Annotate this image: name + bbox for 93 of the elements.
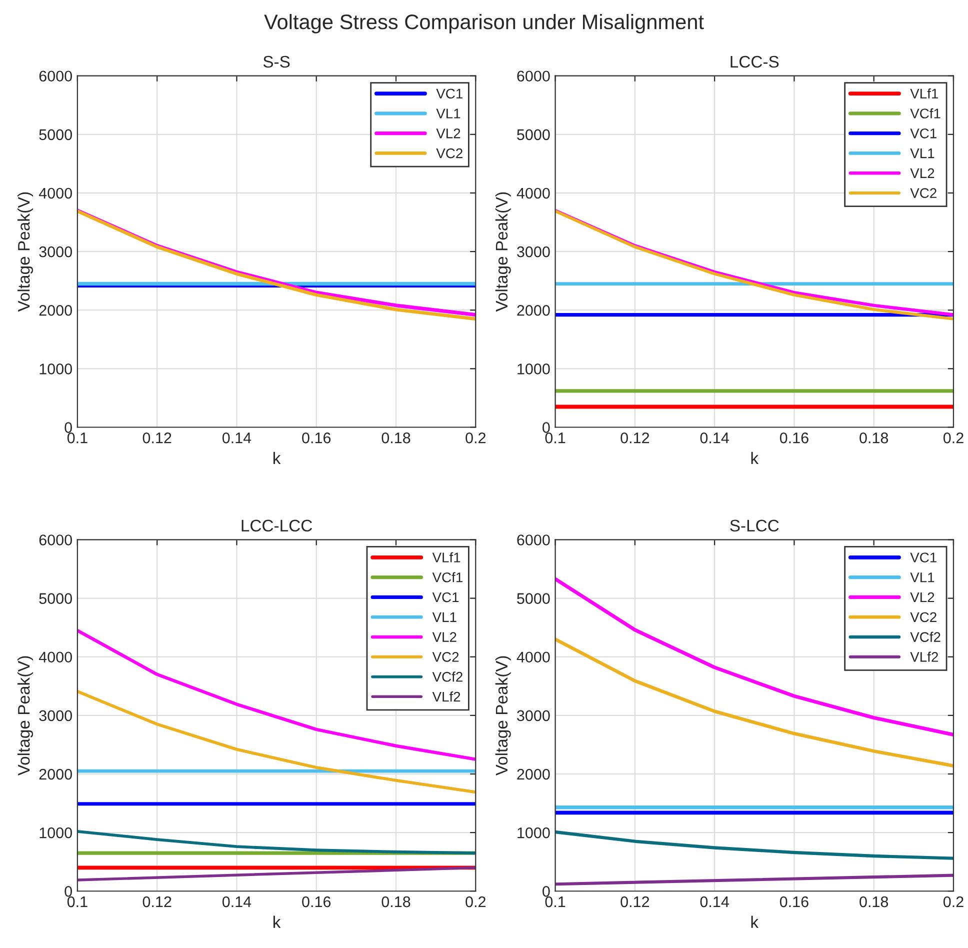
y-tick-label: 4000 <box>38 652 72 663</box>
y-tick-label: 5000 <box>517 593 550 604</box>
y-tick-label: 0 <box>64 886 72 897</box>
x-tick-label: 0.2 <box>943 432 964 444</box>
legend-label: VC2 <box>910 188 936 198</box>
line-series <box>77 830 476 854</box>
legend-label: VLf2 <box>432 691 460 702</box>
x-axis-title: k <box>273 916 281 928</box>
x-tick-label: 0.14 <box>700 432 729 444</box>
legend-label: VL1 <box>432 612 456 622</box>
legend-label: VC1 <box>910 128 936 138</box>
y-tick-label: 0 <box>542 886 550 897</box>
legend-label: VL2 <box>436 128 460 138</box>
x-tick-label: 0.1 <box>67 896 88 908</box>
y-tick-label: 6000 <box>39 70 72 82</box>
legend-label: VC1 <box>432 592 459 602</box>
x-tick-label: 0.1 <box>67 432 88 444</box>
chart-title: LCC-LCC <box>242 520 312 532</box>
legend-label: VC1 <box>436 88 462 99</box>
y-tick-label: 3000 <box>39 246 72 258</box>
chart-title: S-S <box>263 56 290 68</box>
y-tick-label: 1000 <box>518 827 550 838</box>
legend-label: VC2 <box>436 148 462 158</box>
x-tick-label: 0.2 <box>943 896 964 908</box>
y-tick-label: 5000 <box>39 129 72 140</box>
y-tick-label: 2000 <box>39 768 72 780</box>
y-tick-label: 6000 <box>517 534 550 546</box>
chart-title: LCC-S <box>730 56 779 68</box>
y-tick-label: 0 <box>64 422 72 433</box>
y-tick-label: 4000 <box>516 188 550 199</box>
y-tick-label: 1000 <box>40 364 72 374</box>
legend-label: VL2 <box>432 632 456 642</box>
line-series <box>77 628 476 761</box>
legend-label: VC2 <box>432 652 459 662</box>
y-tick-label: 6000 <box>517 70 550 82</box>
y-tick-label: 2000 <box>517 768 550 780</box>
x-tick-label: 0.12 <box>142 896 172 908</box>
x-tick-label: 0.18 <box>860 896 888 908</box>
line-series <box>555 830 954 860</box>
x-axis-title: k <box>273 452 281 464</box>
x-tick-label: 0.14 <box>222 432 252 444</box>
x-tick-label: 0.18 <box>382 432 410 444</box>
legend-label: VL1 <box>910 148 934 158</box>
legend-label: VC1 <box>910 552 936 562</box>
legend-label: VCf2 <box>910 632 940 642</box>
y-tick-label: 1000 <box>40 827 72 838</box>
y-axis-title: Voltage Peak(V) <box>18 656 34 776</box>
y-tick-label: 3000 <box>517 246 550 258</box>
legend-label: VL1 <box>436 108 460 118</box>
x-tick-label: 0.1 <box>545 896 566 908</box>
legend-label: VL2 <box>910 168 934 178</box>
legend-label: VL1 <box>910 572 934 582</box>
y-tick-label: 3000 <box>517 710 550 722</box>
y-axis-title: Voltage Peak(V) <box>495 192 511 312</box>
legend-label: VLf1 <box>432 552 460 562</box>
legend-label: VCf2 <box>432 672 462 682</box>
text: Voltage Stress Comparison under Misalignment <box>264 14 704 34</box>
y-axis-title: Voltage Peak(V) <box>495 656 511 776</box>
y-tick-label: 6000 <box>39 534 72 546</box>
y-tick-label: 5000 <box>39 593 72 604</box>
y-tick-label: 5000 <box>517 129 550 140</box>
y-tick-label: 0 <box>542 422 550 433</box>
x-tick-label: 0.16 <box>302 432 331 444</box>
legend-label: VC2 <box>910 612 936 622</box>
legend-label: VLf2 <box>910 652 938 662</box>
x-tick-label: 0.18 <box>382 896 410 908</box>
line-series <box>77 690 476 794</box>
legend-label: VCf1 <box>432 572 462 582</box>
legend-label: VL2 <box>910 592 934 602</box>
x-axis-title: k <box>751 452 759 464</box>
x-tick-label: 0.14 <box>222 896 252 908</box>
chart-title: S-LCC <box>730 520 779 532</box>
y-tick-label: 2000 <box>39 304 72 316</box>
x-tick-label: 0.16 <box>780 896 808 908</box>
x-tick-label: 0.14 <box>700 896 729 908</box>
x-tick-label: 0.18 <box>860 432 888 444</box>
y-tick-label: 4000 <box>38 188 72 199</box>
x-tick-label: 0.12 <box>142 432 172 444</box>
x-axis-title: k <box>751 916 759 928</box>
x-tick-label: 0.1 <box>545 432 566 444</box>
legend-label: VLf1 <box>910 88 938 98</box>
legend-label: VCf1 <box>910 108 940 118</box>
x-tick-label: 0.12 <box>620 896 650 908</box>
x-tick-label: 0.16 <box>302 896 331 908</box>
y-axis-title: Voltage Peak(V) <box>18 192 34 312</box>
y-tick-label: 2000 <box>517 304 550 316</box>
x-tick-label: 0.2 <box>466 896 486 908</box>
y-tick-label: 1000 <box>518 364 550 374</box>
x-tick-label: 0.12 <box>620 432 650 444</box>
y-tick-label: 3000 <box>39 710 72 722</box>
x-tick-label: 0.2 <box>466 432 486 444</box>
y-tick-label: 4000 <box>516 652 550 663</box>
x-tick-label: 0.16 <box>780 432 808 444</box>
